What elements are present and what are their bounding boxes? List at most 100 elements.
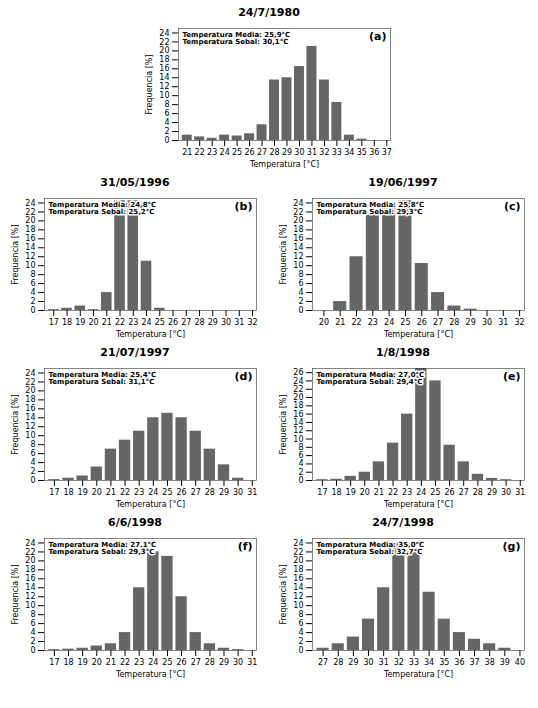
svg-text:22: 22 [195, 148, 205, 157]
svg-text:2: 2 [30, 637, 35, 646]
svg-text:Frequencia [%]: Frequencia [%] [11, 224, 20, 284]
svg-text:Frequencia [%]: Frequencia [%] [279, 564, 288, 624]
svg-text:0: 0 [30, 476, 35, 485]
svg-text:35: 35 [357, 148, 367, 157]
svg-text:18: 18 [25, 395, 35, 404]
svg-text:(d): (d) [235, 370, 253, 383]
svg-text:14: 14 [293, 418, 303, 427]
svg-text:14: 14 [293, 583, 303, 592]
svg-text:16: 16 [293, 410, 303, 419]
svg-text:29: 29 [219, 488, 229, 497]
svg-text:14: 14 [25, 413, 35, 422]
svg-text:24: 24 [416, 488, 426, 497]
svg-text:8: 8 [30, 440, 35, 449]
svg-text:30: 30 [294, 148, 304, 157]
svg-text:24: 24 [384, 318, 394, 327]
svg-text:24: 24 [25, 199, 35, 208]
svg-text:21: 21 [102, 318, 112, 327]
svg-text:Temperatura [°C]: Temperatura [°C] [115, 500, 185, 509]
svg-text:22: 22 [115, 318, 125, 327]
svg-text:30: 30 [221, 318, 231, 327]
svg-text:18: 18 [331, 488, 341, 497]
svg-text:31: 31 [379, 658, 389, 667]
svg-text:27: 27 [191, 658, 201, 667]
svg-text:0: 0 [298, 306, 303, 315]
svg-text:2: 2 [298, 468, 303, 477]
svg-text:28: 28 [205, 488, 215, 497]
svg-text:33: 33 [332, 148, 342, 157]
svg-text:4: 4 [30, 628, 35, 637]
svg-text:Frequencia [%]: Frequencia [%] [11, 564, 20, 624]
svg-text:8: 8 [164, 100, 169, 109]
svg-text:35: 35 [439, 658, 449, 667]
svg-text:(g): (g) [503, 540, 521, 553]
svg-text:0: 0 [30, 306, 35, 315]
svg-text:14: 14 [25, 583, 35, 592]
svg-text:20: 20 [293, 216, 303, 225]
svg-text:23: 23 [207, 148, 217, 157]
svg-text:25: 25 [162, 488, 172, 497]
svg-text:8: 8 [298, 443, 303, 452]
svg-text:29: 29 [348, 658, 358, 667]
svg-text:Frequencia [%]: Frequencia [%] [145, 54, 154, 114]
svg-text:2: 2 [30, 297, 35, 306]
svg-text:12: 12 [25, 422, 35, 431]
svg-text:6: 6 [30, 279, 35, 288]
svg-text:8: 8 [30, 270, 35, 279]
svg-text:31: 31 [498, 318, 508, 327]
svg-text:16: 16 [159, 64, 169, 73]
svg-text:Frequencia [%]: Frequencia [%] [11, 394, 20, 454]
svg-text:20: 20 [92, 488, 102, 497]
svg-text:10: 10 [293, 601, 303, 610]
svg-text:21: 21 [335, 318, 345, 327]
svg-text:6: 6 [164, 109, 169, 118]
svg-text:22: 22 [25, 548, 35, 557]
svg-text:12: 12 [293, 426, 303, 435]
svg-text:22: 22 [120, 488, 130, 497]
svg-text:24: 24 [220, 148, 230, 157]
svg-text:6: 6 [298, 451, 303, 460]
svg-text:24: 24 [293, 199, 303, 208]
svg-text:20: 20 [25, 556, 35, 565]
svg-text:19: 19 [346, 488, 356, 497]
svg-text:Temperatura Media: 27,1°CTempe: Temperatura Media: 27,1°CTemperatura Seb… [49, 541, 157, 556]
svg-text:24: 24 [148, 488, 158, 497]
svg-text:0: 0 [298, 646, 303, 655]
svg-text:25: 25 [232, 148, 242, 157]
svg-text:39: 39 [500, 658, 510, 667]
svg-text:25: 25 [155, 318, 165, 327]
svg-text:18: 18 [293, 565, 303, 574]
svg-text:28: 28 [194, 318, 204, 327]
svg-text:4: 4 [30, 288, 35, 297]
svg-text:16: 16 [25, 404, 35, 413]
svg-text:28: 28 [333, 658, 343, 667]
svg-text:22: 22 [159, 38, 169, 47]
svg-text:(c): (c) [504, 200, 521, 213]
svg-text:30: 30 [233, 658, 243, 667]
svg-text:26: 26 [176, 488, 186, 497]
svg-text:10: 10 [293, 261, 303, 270]
svg-text:25: 25 [430, 488, 440, 497]
svg-text:16: 16 [293, 234, 303, 243]
svg-text:28: 28 [205, 658, 215, 667]
svg-text:14: 14 [25, 243, 35, 252]
svg-text:Temperatura [°C]: Temperatura [°C] [249, 160, 319, 169]
svg-text:26: 26 [444, 488, 454, 497]
svg-text:20: 20 [293, 393, 303, 402]
svg-text:21: 21 [106, 658, 116, 667]
svg-text:26: 26 [176, 658, 186, 667]
svg-text:4: 4 [298, 459, 303, 468]
svg-text:16: 16 [25, 574, 35, 583]
svg-text:4: 4 [298, 628, 303, 637]
svg-text:23: 23 [368, 318, 378, 327]
svg-text:32: 32 [394, 658, 404, 667]
svg-text:Temperatura Media: 24,8°CTempe: Temperatura Media: 24,8°CTemperatura Seb… [49, 201, 157, 216]
svg-text:8: 8 [298, 610, 303, 619]
svg-text:31: 31 [307, 148, 317, 157]
svg-text:21: 21 [182, 148, 192, 157]
svg-text:22: 22 [388, 488, 398, 497]
svg-text:0: 0 [164, 136, 169, 145]
svg-text:19: 19 [78, 488, 88, 497]
svg-text:12: 12 [25, 252, 35, 261]
svg-text:22: 22 [293, 385, 303, 394]
